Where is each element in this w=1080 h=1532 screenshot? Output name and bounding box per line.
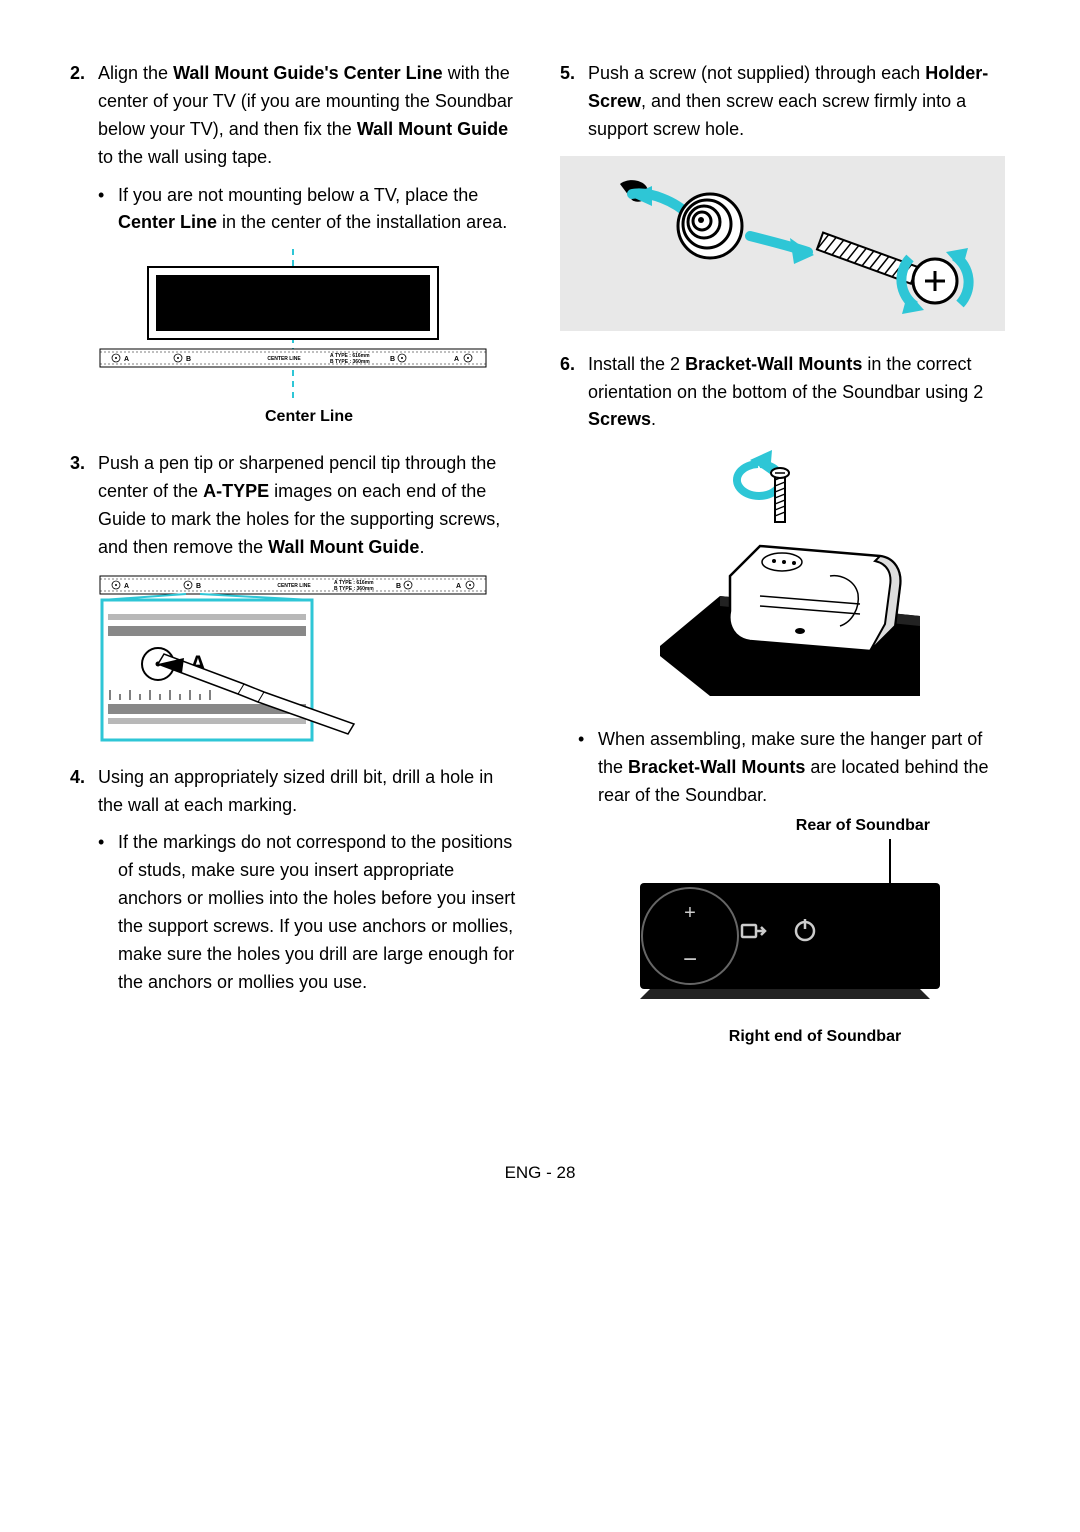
svg-text:A: A bbox=[454, 356, 459, 363]
bullet-dot-icon: • bbox=[98, 182, 118, 238]
page-footer: ENG - 28 bbox=[70, 1160, 1010, 1186]
step-3: 3. Push a pen tip or sharpened pencil ti… bbox=[70, 450, 520, 562]
step-2-bullet: • If you are not mounting below a TV, pl… bbox=[98, 182, 520, 238]
step-5-text: Push a screw (not supplied) through each… bbox=[588, 60, 1010, 144]
svg-text:+: + bbox=[684, 902, 696, 924]
svg-text:B TYPE : 360mm: B TYPE : 360mm bbox=[334, 586, 374, 592]
svg-text:B TYPE : 360mm: B TYPE : 360mm bbox=[330, 359, 370, 365]
step-2: 2. Align the Wall Mount Guide's Center L… bbox=[70, 60, 520, 172]
svg-text:B: B bbox=[396, 583, 401, 590]
svg-text:B: B bbox=[186, 356, 191, 363]
svg-text:A: A bbox=[124, 583, 129, 590]
bullet-dot-icon: • bbox=[578, 726, 598, 810]
figure-center-line-caption: Center Line bbox=[98, 405, 520, 430]
caption-right-end: Right end of Soundbar bbox=[620, 1025, 1010, 1050]
step-4-num: 4. bbox=[70, 764, 98, 820]
figure-center-line: A B CENTER LINE A TYPE : 616mm B TYPE : … bbox=[98, 249, 520, 430]
svg-text:B: B bbox=[196, 583, 201, 590]
svg-text:−: − bbox=[683, 946, 697, 973]
svg-text:CENTER LINE: CENTER LINE bbox=[277, 583, 311, 589]
step-4-bullet: • If the markings do not correspond to t… bbox=[98, 829, 520, 996]
step-6: 6. Install the 2 Bracket-Wall Mounts in … bbox=[560, 351, 1010, 435]
svg-text:A: A bbox=[124, 356, 129, 363]
bullet-dot-icon: • bbox=[98, 829, 118, 996]
svg-text:A: A bbox=[456, 583, 461, 590]
step-6-text: Install the 2 Bracket-Wall Mounts in the… bbox=[588, 351, 1010, 435]
step-4: 4. Using an appropriately sized drill bi… bbox=[70, 764, 520, 820]
step-5: 5. Push a screw (not supplied) through e… bbox=[560, 60, 1010, 144]
svg-text:CENTER LINE: CENTER LINE bbox=[267, 356, 301, 362]
figure-holder-screw bbox=[560, 156, 1010, 331]
svg-text:B: B bbox=[390, 356, 395, 363]
step-4-text: Using an appropriately sized drill bit, … bbox=[98, 764, 520, 820]
step-2-text: Align the Wall Mount Guide's Center Line… bbox=[98, 60, 520, 172]
step-6-num: 6. bbox=[560, 351, 588, 435]
step-2-num: 2. bbox=[70, 60, 98, 172]
figure-bracket-mount bbox=[650, 446, 1010, 706]
caption-rear-soundbar: Rear of Soundbar bbox=[560, 814, 1010, 839]
step-6-bullet: • When assembling, make sure the hanger … bbox=[578, 726, 1010, 810]
figure-pen-mark: A B CENTER LINE A TYPE : 616mm B TYPE : … bbox=[98, 574, 520, 744]
step-5-num: 5. bbox=[560, 60, 588, 144]
step-3-num: 3. bbox=[70, 450, 98, 562]
figure-soundbar-end: + − Right end of Soundbar bbox=[620, 839, 1010, 1050]
step-3-text: Push a pen tip or sharpened pencil tip t… bbox=[98, 450, 520, 562]
